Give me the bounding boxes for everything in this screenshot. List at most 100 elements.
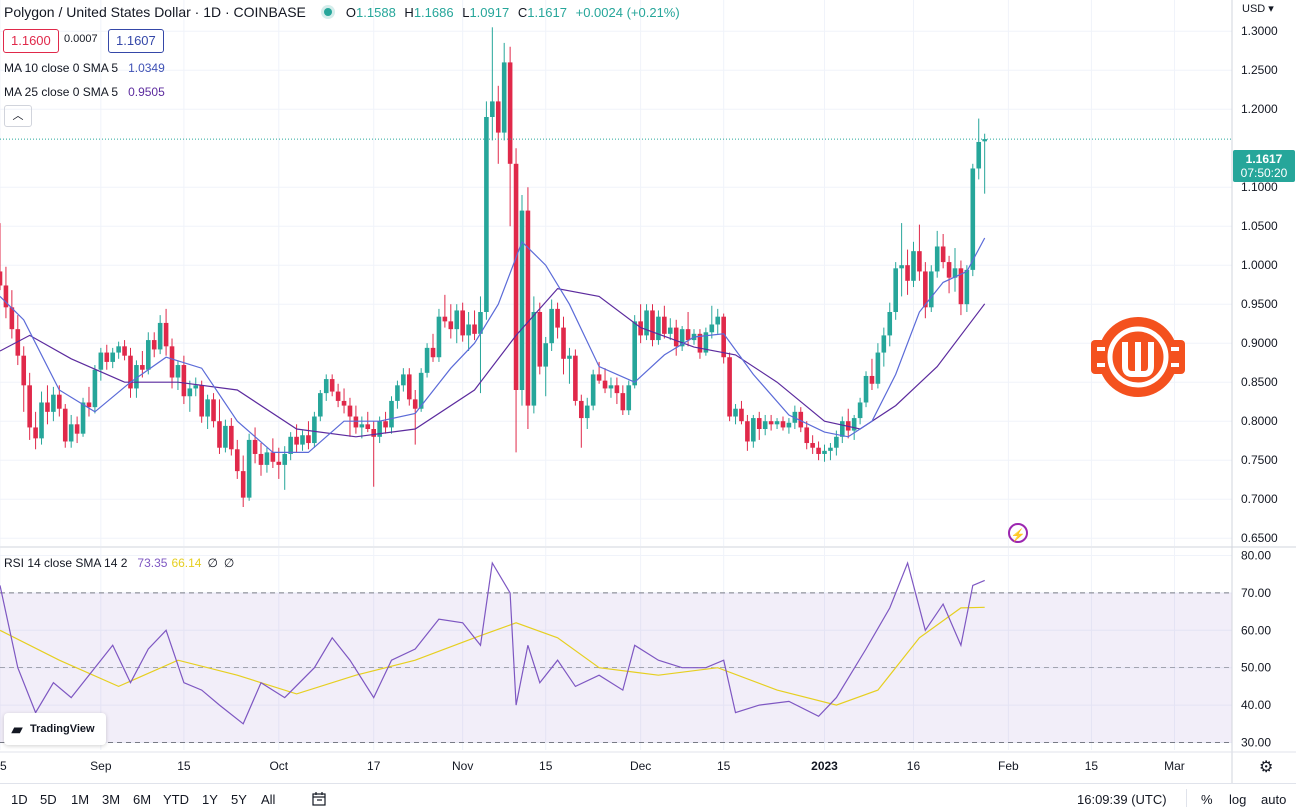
rsi-label: RSI 14 close SMA 14 2 bbox=[4, 556, 128, 570]
candle-body bbox=[151, 340, 157, 350]
candle-body bbox=[282, 453, 288, 465]
candle-body bbox=[739, 408, 744, 422]
last-price-label: 1.1617 07:50:20 bbox=[1233, 150, 1295, 182]
range-1d-button[interactable]: 1D bbox=[11, 792, 28, 807]
price-tick-label: 0.7000 bbox=[1241, 492, 1278, 506]
ma25-legend[interactable]: MA 25 close 0 SMA 5 0.9505 bbox=[4, 85, 165, 99]
time-tick-label: 15 bbox=[177, 759, 191, 773]
currency-selector[interactable]: USD ▾ bbox=[1242, 3, 1274, 15]
rsi-tick-label: 50.00 bbox=[1241, 661, 1271, 675]
utc-clock[interactable]: 16:09:39 (UTC) bbox=[1077, 792, 1167, 807]
candle-body bbox=[187, 388, 193, 397]
candle-body bbox=[982, 139, 987, 142]
candle-body bbox=[478, 312, 483, 334]
candle-body bbox=[834, 436, 839, 448]
market-status-icon bbox=[323, 8, 332, 16]
rsi-extra-2: ∅ bbox=[223, 556, 235, 570]
chart-header: Polygon / United States Dollar · 1D · CO… bbox=[4, 4, 680, 20]
time-tick-label: Feb bbox=[998, 759, 1019, 773]
range-5d-button[interactable]: 5D bbox=[40, 792, 57, 807]
candle-body bbox=[74, 424, 80, 434]
tradingview-logo[interactable]: ▰ TradingView bbox=[4, 713, 106, 745]
candle-body bbox=[786, 422, 792, 428]
candle-body bbox=[602, 380, 608, 389]
ma10-legend[interactable]: MA 10 close 0 SMA 5 1.0349 bbox=[4, 61, 165, 75]
range-5y-button[interactable]: 5Y bbox=[231, 792, 247, 807]
rsi-tick-label: 70.00 bbox=[1241, 586, 1271, 600]
candle-body bbox=[638, 321, 643, 336]
candle-body bbox=[549, 308, 554, 344]
last-price: 1.1617 bbox=[1245, 152, 1283, 166]
candle-body bbox=[934, 246, 940, 272]
range-all-button[interactable]: All bbox=[261, 792, 276, 807]
chevron-down-icon: ▾ bbox=[1268, 3, 1274, 15]
candle-body bbox=[632, 321, 637, 386]
percent-scale-toggle[interactable]: % bbox=[1201, 792, 1213, 807]
candle-body bbox=[3, 285, 9, 308]
candle-body bbox=[442, 316, 448, 322]
candle-body bbox=[756, 418, 762, 429]
candle-body bbox=[466, 324, 471, 336]
rsi-line bbox=[0, 561, 985, 725]
candle-body bbox=[430, 347, 436, 358]
sell-price-button[interactable]: 1.1600 bbox=[3, 29, 59, 53]
candle-body bbox=[341, 400, 347, 406]
auto-scale-toggle[interactable]: auto bbox=[1261, 792, 1287, 807]
candle-body bbox=[875, 352, 881, 384]
log-scale-toggle[interactable]: log bbox=[1229, 792, 1247, 807]
time-tick-label: 15 bbox=[539, 759, 553, 773]
candle-body bbox=[424, 347, 430, 373]
candle-body bbox=[264, 452, 270, 465]
time-tick-label: 2023 bbox=[811, 759, 838, 773]
rsi-legend[interactable]: RSI 14 close SMA 14 2 73.35 66.14 ∅ ∅ bbox=[4, 556, 234, 570]
symbol-title[interactable]: Polygon / United States Dollar · 1D · CO… bbox=[4, 4, 306, 20]
candle-body bbox=[15, 329, 21, 356]
range-6m-button[interactable]: 6M bbox=[133, 792, 152, 807]
candle-body bbox=[822, 450, 827, 454]
candle-body bbox=[246, 439, 252, 498]
time-tick-label: 16 bbox=[907, 759, 921, 773]
candle-body bbox=[92, 369, 98, 408]
tradingview-icon: ▰ bbox=[11, 720, 23, 737]
gear-icon[interactable]: ⚙ bbox=[1259, 759, 1274, 776]
candle-body bbox=[620, 393, 626, 411]
candle-body bbox=[359, 424, 365, 428]
candle-body bbox=[288, 436, 293, 454]
range-1y-button[interactable]: 1Y bbox=[202, 792, 218, 807]
candle-body bbox=[958, 268, 964, 305]
rsi-sma-value: 66.14 bbox=[171, 556, 202, 570]
candle-body bbox=[513, 163, 519, 390]
candle-body bbox=[490, 101, 495, 117]
spread-value: 0.0007 bbox=[64, 33, 98, 45]
candle-body bbox=[745, 421, 750, 442]
candle-body bbox=[371, 429, 376, 437]
candle-body bbox=[80, 402, 86, 434]
candle-body bbox=[804, 427, 810, 444]
price-tick-label: 0.6500 bbox=[1241, 531, 1278, 545]
collapse-legend-button[interactable]: ︿ bbox=[4, 105, 32, 127]
candle-body bbox=[644, 310, 649, 336]
candle-body bbox=[727, 357, 732, 417]
candle-body bbox=[970, 168, 976, 270]
range-ytd-button[interactable]: YTD bbox=[163, 792, 189, 807]
candle-body bbox=[768, 421, 774, 425]
candle-body bbox=[86, 402, 92, 408]
range-3m-button[interactable]: 3M bbox=[102, 792, 121, 807]
flash-icon[interactable]: ⚡ bbox=[1008, 523, 1028, 543]
price-tick-label: 0.7500 bbox=[1241, 453, 1278, 467]
candle-body bbox=[329, 379, 335, 392]
range-1m-button[interactable]: 1M bbox=[71, 792, 90, 807]
candle-body bbox=[780, 421, 786, 428]
candle-body bbox=[270, 452, 276, 462]
candle-body bbox=[240, 471, 246, 498]
close-value: 1.1617 bbox=[527, 4, 567, 20]
candle-body bbox=[353, 416, 359, 428]
buy-price-button[interactable]: 1.1607 bbox=[108, 29, 164, 53]
candle-body bbox=[798, 411, 804, 428]
candle-body bbox=[614, 385, 620, 394]
grid-lines bbox=[0, 0, 1232, 750]
calendar-range-icon[interactable] bbox=[311, 791, 327, 807]
candle-body bbox=[181, 365, 187, 397]
ohlc-values: O1.1588 H1.1686 L1.0917 C1.1617 +0.0024 … bbox=[345, 4, 680, 20]
